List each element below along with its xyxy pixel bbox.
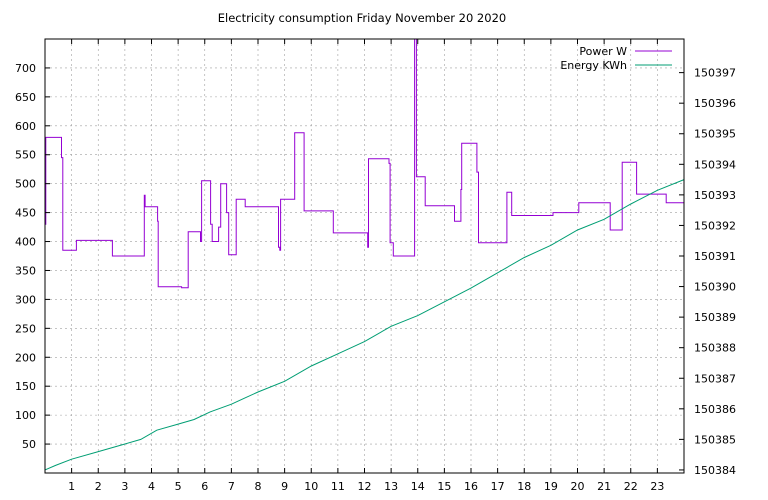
x-tick-label: 8 bbox=[255, 480, 262, 493]
legend-label-power: Power W bbox=[579, 45, 627, 58]
legend: Power W Energy KWh bbox=[560, 45, 672, 72]
x-tick-label: 12 bbox=[358, 480, 372, 493]
x-tick-label: 14 bbox=[411, 480, 425, 493]
y2-tick-label: 150388 bbox=[694, 342, 736, 355]
y2-tick-label: 150391 bbox=[694, 250, 736, 263]
x-tick-label: 16 bbox=[464, 480, 478, 493]
y-tick-label: 200 bbox=[15, 351, 36, 364]
y-tick-label: 150 bbox=[15, 380, 36, 393]
y-tick-label: 350 bbox=[15, 264, 36, 277]
y2-tick-label: 150397 bbox=[694, 67, 736, 80]
y-tick-label: 300 bbox=[15, 293, 36, 306]
energy-kwh-line bbox=[44, 179, 685, 471]
axes: 1 2 3 4 5 6 7 8 9 10 11 12 13 14 15 16 17 18 19 20 21 22 23501… bbox=[15, 39, 736, 493]
y-tick-label: 450 bbox=[15, 207, 36, 220]
series-layer bbox=[44, 38, 685, 471]
y2-tick-label: 150390 bbox=[694, 281, 736, 294]
grid bbox=[45, 39, 684, 473]
x-tick-label: 5 bbox=[175, 480, 182, 493]
x-tick-label: 17 bbox=[491, 480, 505, 493]
y2-tick-label: 150392 bbox=[694, 219, 736, 232]
y2-tick-label: 150385 bbox=[694, 433, 736, 446]
x-tick-label: 9 bbox=[281, 480, 288, 493]
x-tick-label: 10 bbox=[304, 480, 318, 493]
y-tick-label: 650 bbox=[15, 91, 36, 104]
x-tick-label: 23 bbox=[650, 480, 664, 493]
x-tick-label: 19 bbox=[544, 480, 558, 493]
x-tick-label: 4 bbox=[148, 480, 155, 493]
x-tick-label: 6 bbox=[201, 480, 208, 493]
y-tick-label: 500 bbox=[15, 178, 36, 191]
y-tick-label: 100 bbox=[15, 409, 36, 422]
x-tick-label: 18 bbox=[517, 480, 531, 493]
y-tick-label: 400 bbox=[15, 236, 36, 249]
y-tick-label: 250 bbox=[15, 322, 36, 335]
chart-title: Electricity consumption Friday November … bbox=[218, 11, 506, 25]
x-tick-label: 2 bbox=[95, 480, 102, 493]
y-tick-label: 50 bbox=[22, 438, 36, 451]
y2-tick-label: 150384 bbox=[694, 464, 736, 477]
x-tick-label: 22 bbox=[624, 480, 638, 493]
y-tick-label: 550 bbox=[15, 149, 36, 162]
y2-tick-label: 150393 bbox=[694, 189, 736, 202]
y2-tick-label: 150394 bbox=[694, 158, 736, 171]
x-tick-label: 7 bbox=[228, 480, 235, 493]
y2-tick-label: 150395 bbox=[694, 128, 736, 141]
power-w-line bbox=[45, 38, 684, 289]
x-tick-label: 20 bbox=[571, 480, 585, 493]
x-tick-label: 1 bbox=[68, 480, 75, 493]
y2-tick-label: 150396 bbox=[694, 97, 736, 110]
x-tick-label: 21 bbox=[597, 480, 611, 493]
y2-tick-label: 150389 bbox=[694, 311, 736, 324]
x-tick-label: 11 bbox=[331, 480, 345, 493]
y-tick-label: 700 bbox=[15, 62, 36, 75]
y-tick-label: 600 bbox=[15, 120, 36, 133]
x-tick-label: 15 bbox=[437, 480, 451, 493]
x-tick-label: 3 bbox=[121, 480, 128, 493]
legend-label-energy: Energy KWh bbox=[560, 59, 627, 72]
x-tick-label: 13 bbox=[384, 480, 398, 493]
y2-tick-label: 150387 bbox=[694, 372, 736, 385]
y2-tick-label: 150386 bbox=[694, 403, 736, 416]
